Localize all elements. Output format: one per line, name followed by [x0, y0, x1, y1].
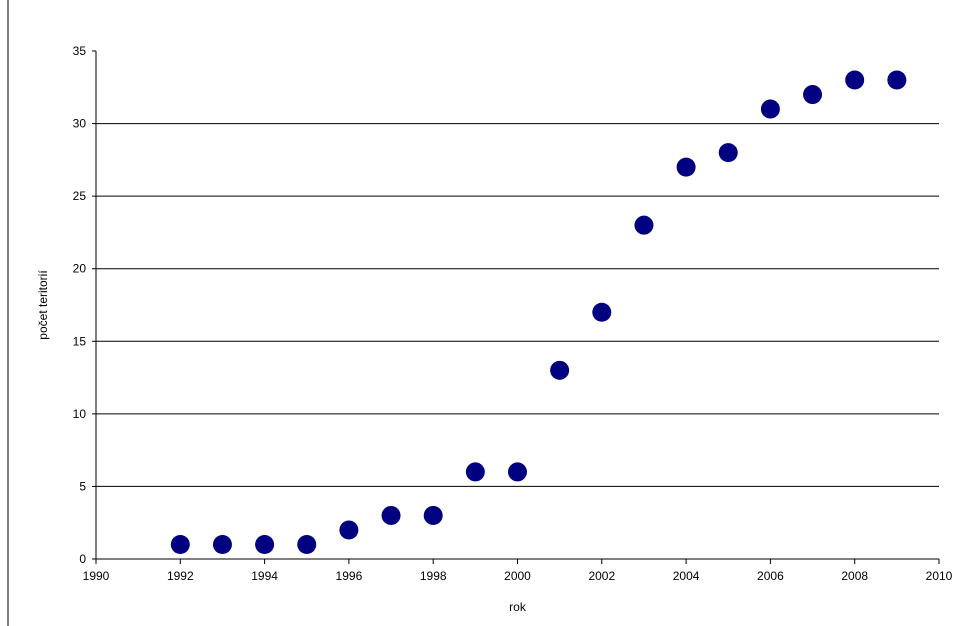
data-point [255, 534, 275, 554]
data-point [297, 534, 317, 554]
x-tick-label: 1994 [251, 569, 278, 583]
data-point [718, 143, 738, 163]
y-tick-label: 15 [73, 334, 87, 348]
y-tick-label: 10 [73, 407, 87, 421]
data-point [760, 99, 780, 119]
data-point [845, 70, 865, 90]
y-tick-label: 20 [73, 262, 87, 276]
data-point [887, 70, 907, 90]
y-tick-label: 5 [79, 479, 86, 493]
data-point [465, 462, 485, 482]
data-point [381, 505, 401, 525]
x-tick-label: 2004 [673, 569, 700, 583]
data-point [592, 302, 612, 322]
x-tick-label: 1990 [83, 569, 110, 583]
x-tick-label: 2000 [504, 569, 531, 583]
x-tick-label: 1998 [420, 569, 447, 583]
data-point [170, 534, 190, 554]
data-point [339, 520, 359, 540]
x-tick-label: 2008 [841, 569, 868, 583]
data-point [550, 360, 570, 380]
y-tick-label: 35 [73, 44, 87, 58]
y-tick-label: 25 [73, 189, 87, 203]
data-point [508, 462, 527, 482]
gridlines [96, 123, 939, 487]
x-tick-label: 2006 [757, 569, 784, 583]
y-axis-title: počet teritorií [36, 270, 50, 340]
x-axis-title: rok [509, 600, 527, 614]
axes [95, 51, 939, 560]
x-tick-label: 2010 [926, 569, 953, 583]
data-point [634, 215, 654, 235]
y-tick-label: 30 [73, 117, 87, 131]
tick-labels: 0 5 10 15 20 25 30 35 1990 1992 1994 1996 1998 2000 20… [73, 44, 953, 583]
data-point [423, 505, 443, 525]
data-point [803, 85, 823, 105]
data-points [170, 70, 907, 554]
x-tick-label: 2002 [588, 569, 615, 583]
data-point [676, 157, 696, 177]
x-tick-label: 1992 [167, 569, 194, 583]
y-tick-label: 0 [79, 552, 86, 566]
x-tick-label: 1996 [336, 569, 363, 583]
data-point [212, 534, 232, 554]
